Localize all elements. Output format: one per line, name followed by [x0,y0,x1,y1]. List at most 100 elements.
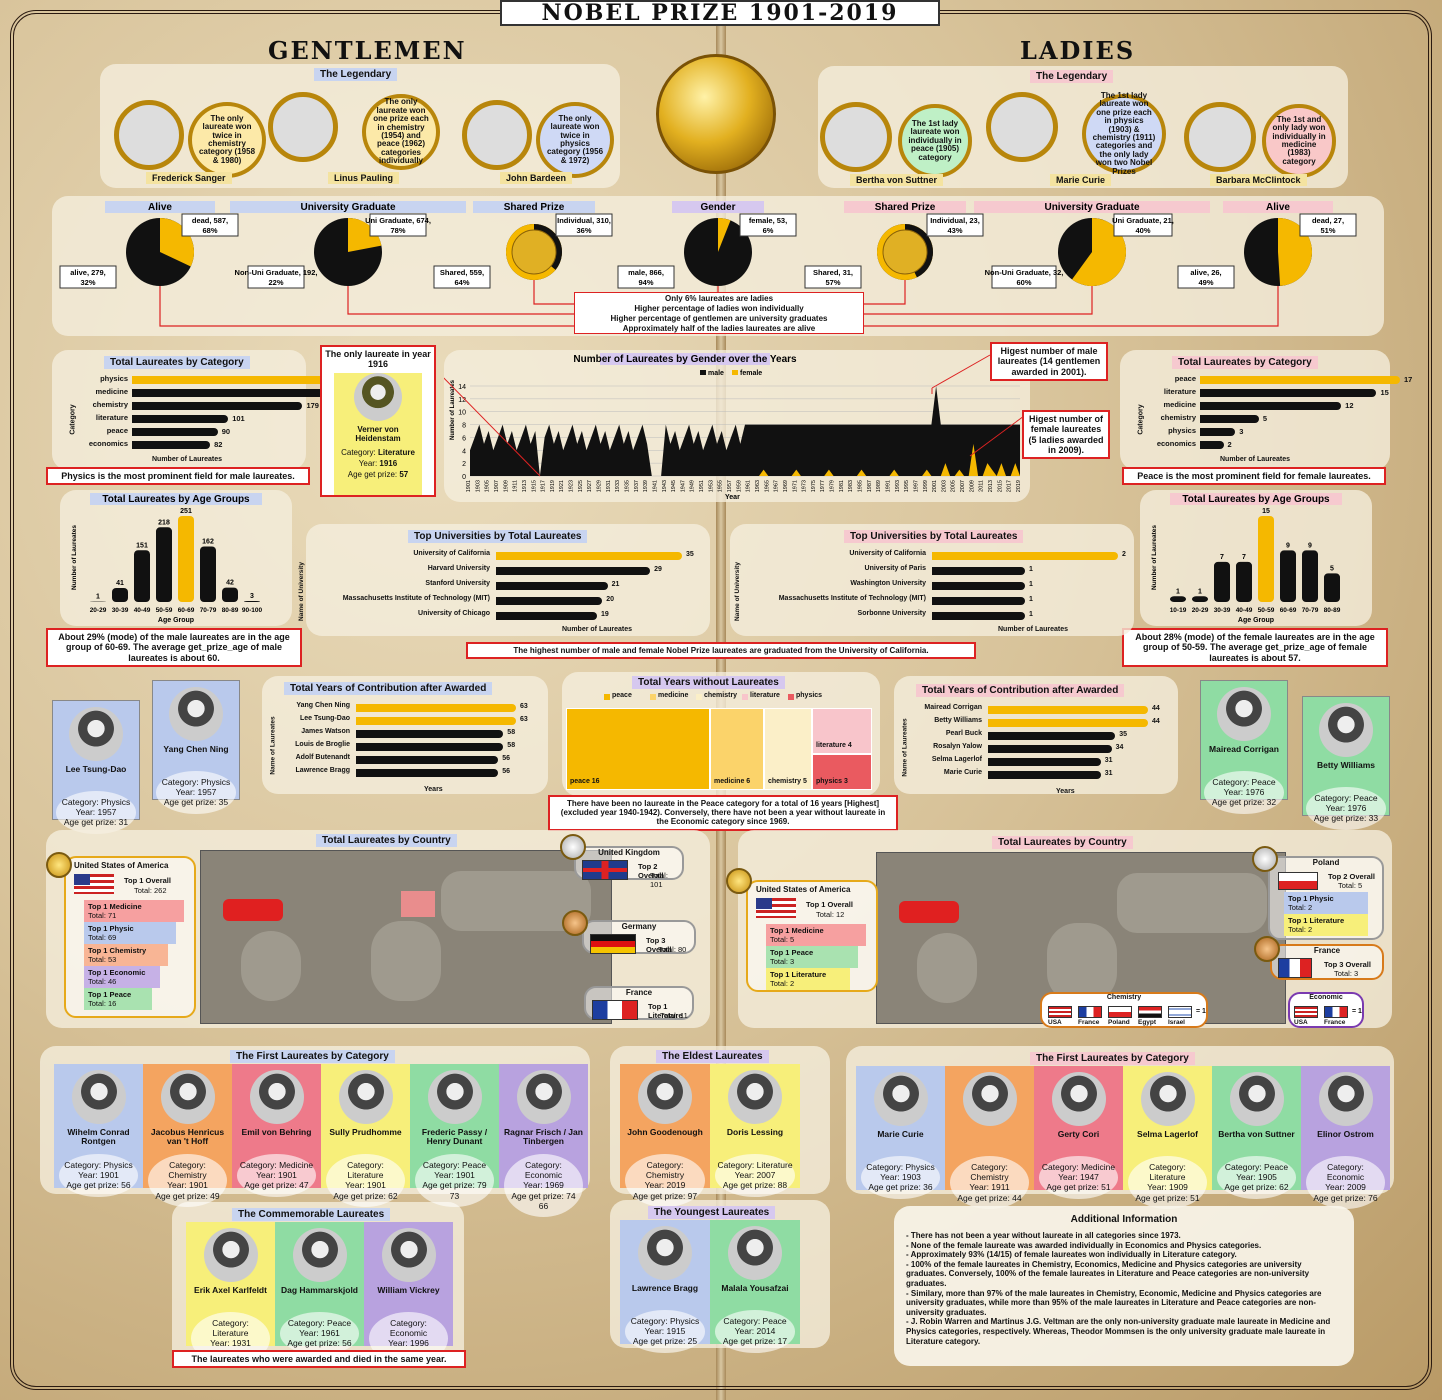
card-williams: Betty Williams Category: Peace Year: 1976 A… [1302,696,1390,830]
treemap-label: physics 3 [816,778,848,785]
pie-label-box [555,213,613,237]
laureate-photo [1319,703,1373,757]
pie-label: 40% [1135,226,1150,235]
data-label: 2 [1227,440,1232,449]
pie-label-box [369,213,427,237]
treemap-title: Total Years without Laureates [632,676,785,689]
laureate-photo [69,707,123,761]
data-label: 1 [1029,596,1033,603]
rank-total: Total: 11 [660,1011,688,1020]
data-label: 7 [1242,554,1246,561]
tick-label: 1981 [839,480,845,492]
laureate-year: Year: 2019 [644,1180,686,1191]
pie-label: dead, 27, [1312,216,1344,225]
laureate-age: Age get prize: 35 [163,797,229,808]
legend-swatch [742,694,748,700]
equals-label: = 1 [1196,1008,1206,1015]
tick-label: 1969 [783,480,789,492]
tick-label: 1941 [652,480,658,492]
usa-flag-canton [756,898,772,909]
laureate-info: Category: Chemistry Year: 2019 Age get pri… [625,1154,705,1207]
tick-label: 1949 [690,480,696,492]
chart-title: Total Laureates by Category [104,356,250,369]
tick-label: 1977 [820,480,826,492]
laureate-age: Age get prize: 88 [722,1180,788,1191]
rank-box: Top 1 Peace Total: 3 [766,946,858,968]
pie-title: University Graduate [300,202,395,213]
laureate-photo [160,1070,215,1124]
tick-label: chemistry [1160,413,1196,422]
legend-bubble: The only laureate won one prize each in … [362,94,440,170]
tick-label: 2017 [1007,480,1013,492]
africa [1047,923,1117,1003]
laureate-card: Selma Lagerlof Category: Literature Year: … [1123,1066,1212,1209]
country-box: France Top 1 Literature Total: 11 [584,986,694,1020]
laureate-info: Category: Physics Year: 1957 Age get prize… [156,771,236,814]
tick-label: chemistry [92,400,128,409]
laureate-age: Age get prize: 74 66 [511,1190,576,1211]
pie-label-box [926,213,984,237]
laureate-year: Year: 1911 [969,1182,1010,1193]
tick-label: 2001 [932,480,938,492]
laureate-age: Age get prize: 33 [1313,813,1379,824]
bar [356,769,499,777]
laureate-name: Frederick Sanger [146,172,232,184]
laureate-year: Year: 1905 [1236,1172,1277,1183]
poland-flag [1278,872,1318,890]
pie-title-bg [230,201,466,213]
legend-swatch [650,694,656,700]
laureate-category: Category: Peace [1212,777,1276,787]
pie-label-box [739,213,797,237]
data-label: 31 [1104,757,1113,764]
laureate-name: Wihelm Conrad Rontgen [67,1127,130,1147]
heidenstam-inner: Verner von Heidenstam Category: Literatu… [334,373,422,495]
data-label: 1 [96,594,100,601]
axis-label: Name of University [733,562,741,621]
pie-label: 57% [825,278,840,287]
chart-title: Total Laureates by Age Groups [102,494,250,505]
bar [200,546,216,602]
tick-label: James Watson [301,728,350,735]
tick-label: 2007 [960,480,966,492]
usa-flag [1048,1006,1072,1018]
tick-label: Marie Curie [943,769,982,776]
laureate-info: Category: Chemistry Year: 1911 Age get pri… [950,1156,1029,1209]
pie-label-box [433,265,491,289]
laureate-name: Marie Curie [1050,174,1112,186]
laureate-photo [427,1070,482,1124]
laureate-info: Category: Physics Year: 1957 Age get prize… [56,791,136,834]
bar [132,389,330,397]
tick-label: 1995 [904,480,910,492]
economic-box: Economic USA France = 1 [1288,992,1364,1028]
rank-total: Total: 5 [1338,881,1363,890]
tick-label: 30-39 [1214,607,1231,614]
treemap-label: literature 4 [816,742,852,749]
data-label: 58 [507,742,516,749]
pie-slice [348,218,382,252]
pie-title-bg [105,201,215,213]
pie-label: Shared, 31, [813,268,853,277]
tick-label: 1947 [680,480,686,492]
callout-line [931,354,991,394]
data-label: 41 [116,580,124,587]
pie-label: Non-Uni Graduate, 32, [985,268,1064,277]
additional-line: - 100% of the female laureates in Chemis… [906,1259,1310,1288]
bar [988,758,1101,766]
rank-total: Total: 16 [88,999,117,1008]
africa [371,921,441,1001]
bar [156,527,172,602]
tick-label: 1959 [736,480,742,492]
bar [1214,561,1230,602]
max-male-note: Higest number of male laureates (14 gent… [990,342,1108,382]
data-label: 44 [1152,705,1160,712]
rank-total: Total: 71 [88,911,117,920]
tick-label: Massachusetts Institute of Technology (M… [342,595,490,602]
rank-total: Total: 2 [770,979,795,988]
laureate-category: Category: Medicine [239,1160,314,1170]
commem-note: The laureates who were awarded and died … [172,1350,466,1369]
tick-label: 1961 [746,480,752,492]
bar [496,582,608,590]
card-lee: Lee Tsung-Dao Category: Physics Year: 1957… [52,700,140,834]
rank-total: Total: 5 [770,935,795,944]
legend-bubble: The only laureate won twice in chemistry… [188,102,266,178]
